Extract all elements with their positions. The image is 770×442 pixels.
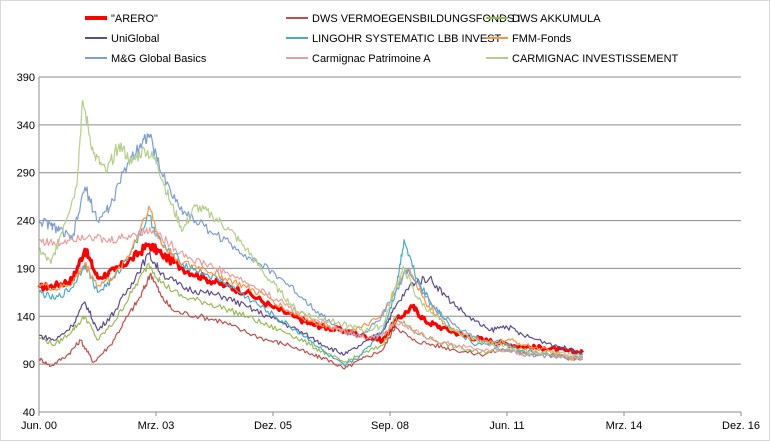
y-tick-label: 190 xyxy=(17,263,35,275)
x-tick-label: Jun. 00 xyxy=(21,420,57,432)
legend-label: FMM-Fonds xyxy=(512,33,572,45)
x-tick-label: Mrz. 03 xyxy=(138,420,175,432)
x-tick-label: Dez. 05 xyxy=(254,420,292,432)
legend: "ARERO" DWS VERMOEGENSBILDUNGSFONDS IDWS … xyxy=(85,13,679,65)
y-tick-label: 390 xyxy=(17,72,35,84)
tick-labels: 40 90 140 190 240 290 340 390 Jun. 00 Mrz. 03 Dez.… xyxy=(17,72,760,432)
y-tick-label: 340 xyxy=(17,120,35,132)
series-line-4 xyxy=(38,251,584,356)
y-tick-label: 240 xyxy=(17,216,35,228)
y-tick-label: 90 xyxy=(23,359,35,371)
series-layer xyxy=(37,100,585,370)
y-tick-label: 40 xyxy=(23,407,35,419)
x-tick-label: Sep. 08 xyxy=(371,420,409,432)
series-line-2 xyxy=(38,272,584,370)
series-line-9 xyxy=(38,100,583,357)
x-tick-label: Jun. 11 xyxy=(489,420,524,432)
legend-label: "ARERO" xyxy=(111,13,158,25)
series-line-3 xyxy=(38,263,584,364)
gridlines xyxy=(39,76,741,365)
legend-label: LINGOHR SYSTEMATIC LBB INVEST xyxy=(312,33,502,45)
x-tick-label: Dez. 16 xyxy=(722,420,760,432)
legend-label: Carmignac Patrimoine A xyxy=(312,53,431,65)
legend-label: DWS VERMOEGENSBILDUNGSFONDS I xyxy=(312,13,520,25)
series-line-5 xyxy=(38,213,583,367)
series-line-7 xyxy=(38,133,583,360)
legend-label: DWS AKKUMULA xyxy=(512,13,601,25)
x-tick-label: Mrz. 14 xyxy=(606,420,643,432)
legend-label: UniGlobal xyxy=(111,33,159,45)
y-tick-label: 140 xyxy=(17,311,35,323)
y-tick-label: 290 xyxy=(17,168,35,180)
axes xyxy=(38,77,742,416)
legend-label: M&G Global Basics xyxy=(111,53,207,65)
legend-label: CARMIGNAC INVESTISSEMENT xyxy=(512,53,679,65)
